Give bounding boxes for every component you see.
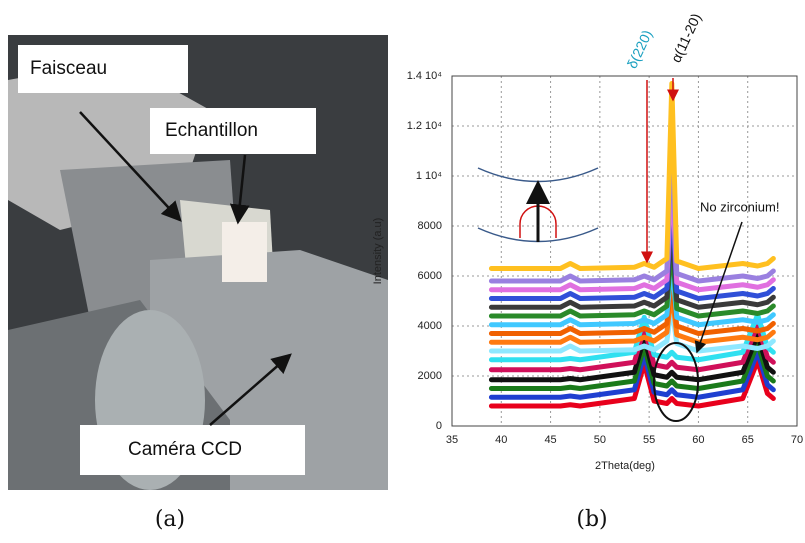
y-tick-label: 8000 — [418, 220, 442, 232]
x-tick-label: 55 — [643, 434, 655, 446]
photo-label: Echantillon — [165, 120, 258, 141]
y-tick-label: 1.2 10⁴ — [407, 120, 443, 132]
arrow — [694, 221, 743, 354]
label-box — [18, 45, 188, 93]
series-line — [488, 218, 776, 310]
y-tick-label: 1 10⁴ — [416, 170, 442, 182]
photo-label: Faisceau — [30, 58, 107, 79]
series-line — [488, 273, 776, 336]
series-line — [488, 312, 776, 363]
annotation: No zirconium! — [700, 199, 779, 214]
x-tick-label: 60 — [692, 434, 704, 446]
arrow — [79, 111, 182, 222]
y-tick-label: 4000 — [418, 320, 442, 332]
x-axis-label: 2Theta(deg) — [595, 460, 655, 472]
series-line — [488, 358, 776, 409]
caption: (a) — [155, 507, 185, 532]
series-line — [488, 238, 776, 319]
x-tick-label: 40 — [495, 434, 507, 446]
x-tick-label: 70 — [791, 434, 803, 446]
annotation: α(11-20) — [668, 11, 705, 65]
y-axis-label: Intensity (a.u) — [372, 218, 384, 285]
annotation: δ(220) — [624, 27, 656, 70]
arrow — [229, 154, 250, 225]
arrow — [209, 353, 292, 426]
plot-frame — [451, 75, 798, 427]
series-line — [488, 163, 776, 293]
series-line — [488, 341, 776, 391]
label-box — [80, 425, 305, 475]
highlight — [653, 342, 699, 422]
x-tick-label: 35 — [446, 434, 458, 446]
y-tick-label: 1.4 10⁴ — [407, 70, 443, 82]
series-line — [488, 81, 776, 271]
inset-sketch — [477, 167, 599, 243]
series-line — [488, 349, 776, 400]
series-line — [488, 193, 776, 301]
y-tick-label: 2000 — [418, 370, 442, 382]
x-tick-label: 50 — [594, 434, 606, 446]
caption: (b) — [576, 507, 607, 532]
photo — [8, 35, 388, 490]
x-tick-label: 45 — [544, 434, 556, 446]
plot: 0 2000 4000 6000 8000 1 10⁴ 1.2 10⁴ 1.4 10⁴ 35 40… — [407, 70, 803, 446]
x-tick-label: 65 — [742, 434, 754, 446]
series-line — [488, 123, 776, 284]
series-line — [488, 288, 776, 345]
y-tick-label: 6000 — [418, 270, 442, 282]
series-line — [488, 258, 776, 328]
label-box — [150, 108, 316, 154]
y-tick-label: 0 — [436, 420, 442, 432]
photo-label: Caméra CCD — [128, 439, 242, 460]
series-line — [488, 303, 776, 354]
